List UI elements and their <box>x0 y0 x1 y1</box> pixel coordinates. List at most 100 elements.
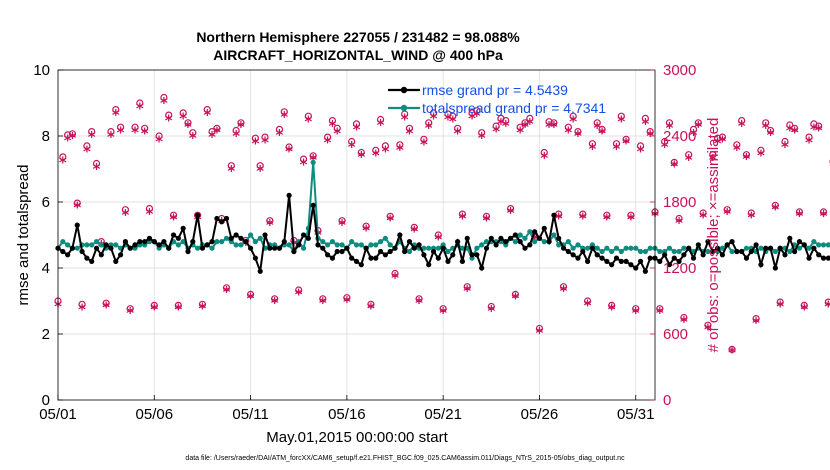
rmse-point <box>546 239 552 245</box>
rmse-point <box>132 242 138 248</box>
obs-possible-point <box>367 300 375 308</box>
obs-possible-point <box>213 124 221 132</box>
obs-assimilated-point: * <box>709 151 717 169</box>
obs-assimilated-point: * <box>478 129 486 147</box>
obs-assimilated-point: * <box>227 162 235 180</box>
obs-assimilated-point: * <box>150 301 158 319</box>
rmse-point <box>60 248 66 255</box>
rmse-point <box>368 255 374 261</box>
rmse-point <box>710 248 716 255</box>
obs-possible-point <box>588 140 597 148</box>
rmse-point <box>647 255 653 261</box>
obs-assimilated-point: * <box>328 117 336 135</box>
rmse-point <box>580 248 586 255</box>
y-tick-label-left: 4 <box>42 260 50 277</box>
totalspread-point <box>65 242 71 248</box>
obs-possible-point <box>603 211 611 219</box>
obs-possible-point <box>352 120 361 128</box>
totalspread-point <box>604 245 610 251</box>
totalspread-point <box>633 245 639 251</box>
rmse-point <box>291 248 297 255</box>
rmse-point <box>700 252 706 258</box>
obs-assimilated-point: * <box>170 211 178 229</box>
rmse-point <box>305 235 311 241</box>
obs-possible-point <box>348 137 356 146</box>
rmse-point <box>69 245 76 251</box>
rmse-point <box>748 248 754 255</box>
obs-assimilated-point: * <box>300 156 308 174</box>
obs-possible-point <box>521 119 529 127</box>
rmse-point <box>440 245 446 251</box>
obs-possible-point <box>473 107 481 115</box>
rmse-point <box>243 239 249 245</box>
totalspread-point <box>551 232 557 238</box>
totalspread-point <box>377 239 384 245</box>
obs-assimilated-point: * <box>271 294 279 312</box>
obs-assimilated-point: * <box>584 296 592 314</box>
obs-possible-point <box>800 301 808 309</box>
obs-assimilated-point: * <box>824 297 830 315</box>
rmse-point <box>556 235 562 241</box>
obs-possible-point <box>478 129 486 137</box>
totalspread-point <box>373 242 379 248</box>
obs-possible-point <box>752 315 760 323</box>
obs-possible-point <box>116 123 125 131</box>
obs-possible-point <box>102 299 110 307</box>
obs-assimilated-point: * <box>386 212 394 230</box>
obs-possible-point <box>131 123 139 131</box>
rmse-point <box>373 255 379 261</box>
totalspread-point <box>729 248 735 255</box>
rmse-point <box>98 252 104 258</box>
obs-possible-point <box>675 214 683 223</box>
rmse-point <box>416 242 422 248</box>
obs-possible-point <box>559 283 568 291</box>
obs-assimilated-point: * <box>410 223 418 241</box>
totalspread-point <box>642 248 648 255</box>
obs-assimilated-point: * <box>540 149 548 167</box>
legend-rmse-label: rmse grand pr = 4.5439 <box>422 82 568 98</box>
obs-assimilated-point: * <box>83 142 91 160</box>
totalspread-point <box>719 245 726 251</box>
totalspread-point <box>609 248 615 255</box>
obs-possible-point <box>704 321 712 329</box>
obs-assimilated-point: * <box>786 121 794 139</box>
obs-assimilated-point: * <box>338 216 346 234</box>
rmse-point <box>671 255 677 261</box>
obs-assimilated-point: * <box>502 117 510 135</box>
totalspread-point <box>623 245 629 251</box>
obs-assimilated-point: * <box>521 118 529 136</box>
obs-possible-point <box>376 115 385 124</box>
obs-possible-point <box>733 141 741 149</box>
obs-possible-point <box>415 295 423 303</box>
obs-possible-point <box>526 114 534 123</box>
totalspread-point <box>517 232 523 238</box>
rmse-point <box>74 222 80 228</box>
rmse-point <box>536 235 543 241</box>
obs-assimilated-point: * <box>690 126 698 144</box>
rmse-point <box>166 245 172 251</box>
rmse-point <box>729 239 735 245</box>
rmse-point <box>228 235 234 241</box>
ticks: 05/01 05/06 05/11 05/16 05/21 05/26 05/31 0 2 4 6 8… <box>33 62 696 423</box>
obs-possible-point <box>319 295 327 303</box>
obs-assimilated-point: * <box>747 208 755 226</box>
y-tick-label-right: 1200 <box>663 260 696 277</box>
obs-assimilated-point: * <box>680 313 688 331</box>
obs-possible-point <box>107 128 115 136</box>
obs-possible-point <box>309 152 317 160</box>
obs-possible-point <box>583 297 592 305</box>
obs-assimilated-point: * <box>372 147 380 165</box>
rmse-point <box>402 248 408 255</box>
totalspread-point <box>426 245 432 251</box>
obs-assimilated-point: * <box>213 124 221 142</box>
legend-spread-marker <box>400 104 408 112</box>
obs-possible-point <box>458 210 467 218</box>
obs-possible-point <box>656 305 664 313</box>
obs-possible-point <box>439 305 447 313</box>
obs-possible-point <box>622 135 630 143</box>
totalspread-point <box>618 248 624 255</box>
obs-assimilated-point: * <box>343 293 351 311</box>
obs-assimilated-point: * <box>454 125 462 143</box>
obs-possible-point <box>266 217 274 225</box>
y-tick-label-left: 8 <box>42 128 50 145</box>
